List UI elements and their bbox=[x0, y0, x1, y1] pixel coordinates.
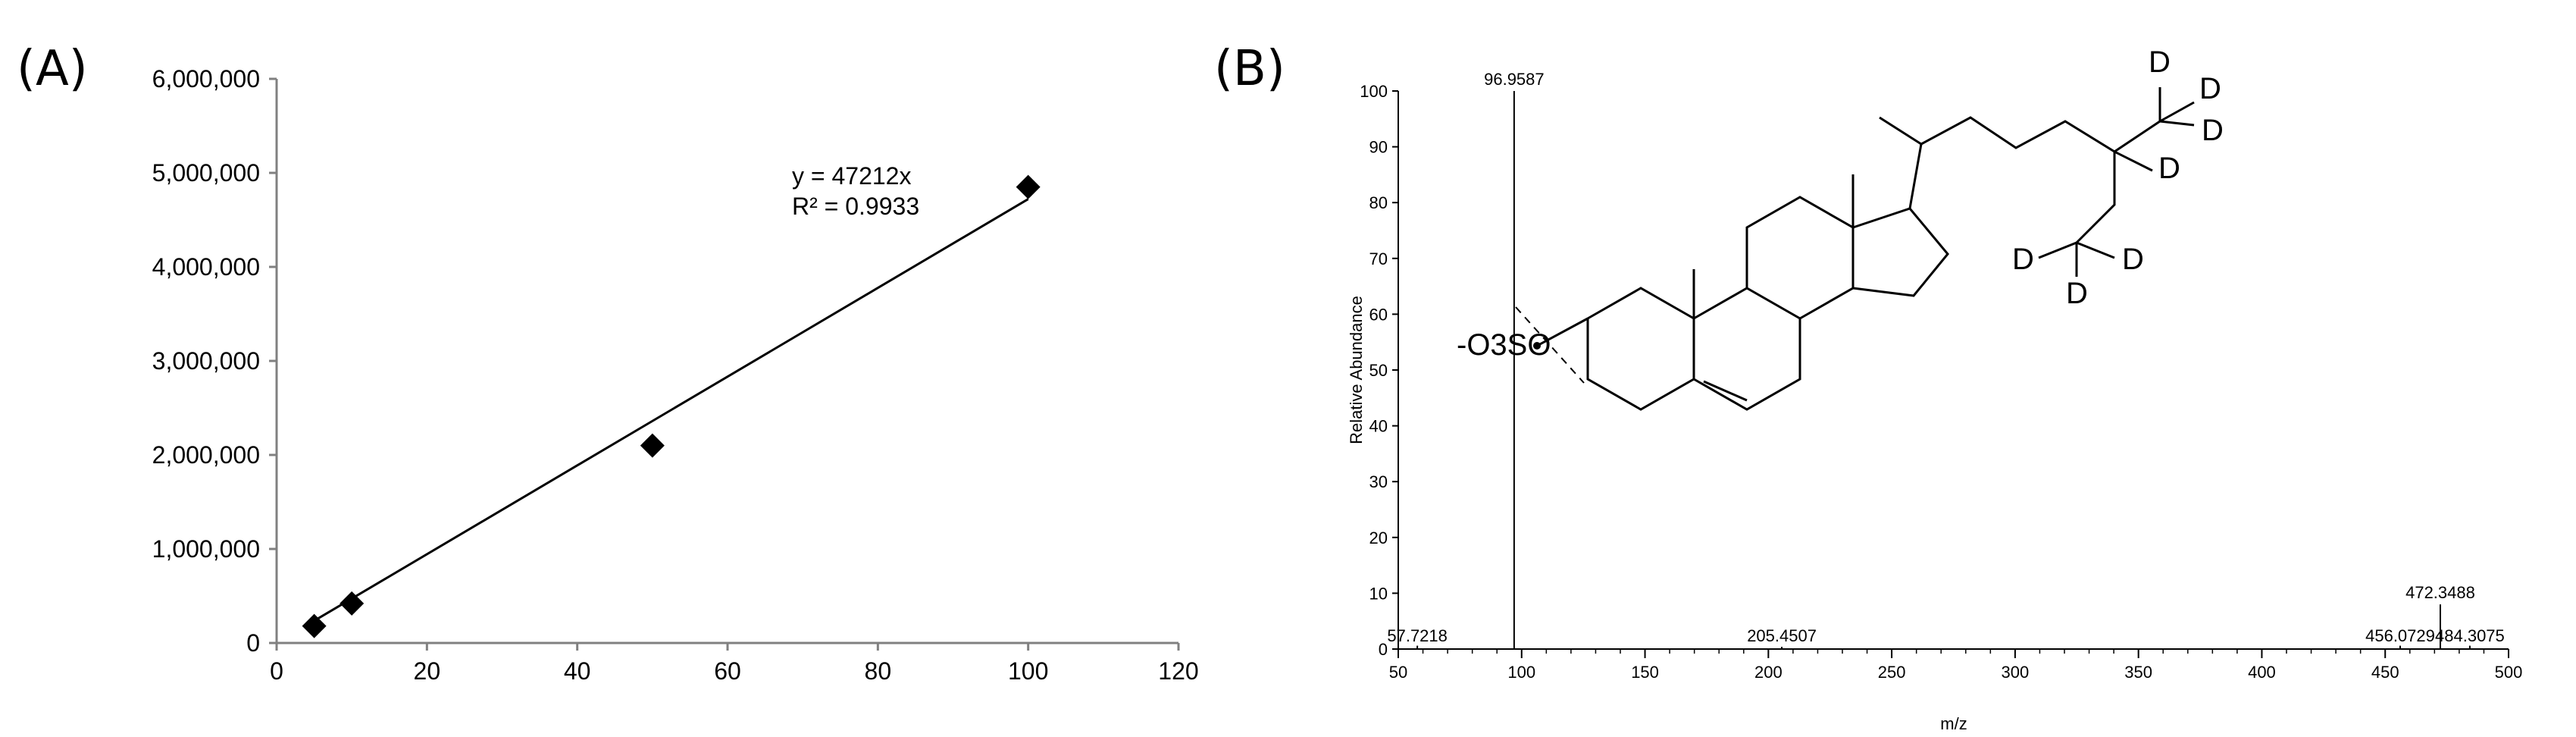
data-point bbox=[340, 591, 365, 616]
peak-label: 57.7218 bbox=[1387, 626, 1448, 645]
x-tick-label: 450 bbox=[2371, 663, 2399, 682]
x-tick-label: 100 bbox=[1507, 663, 1535, 682]
x-tick-label: 250 bbox=[1878, 663, 1906, 682]
calibration-chart: 0 20 40 60 80 100 120 0 1,000,000 2,000,000 3,000… bbox=[152, 65, 1199, 685]
x-axis-title-b: m/z bbox=[1940, 714, 1967, 733]
x-tick-label: 120 bbox=[1158, 657, 1198, 685]
peak-label: 472.3488 bbox=[2405, 583, 2475, 602]
trend-equation: y = 47212x bbox=[792, 162, 911, 190]
x-tick-label: 0 bbox=[270, 657, 283, 685]
x-tick-label: 300 bbox=[2002, 663, 2030, 682]
trendline bbox=[313, 198, 1029, 623]
y-tick-label: 70 bbox=[1369, 249, 1388, 268]
y-tick-label: 2,000,000 bbox=[152, 441, 260, 469]
y-axis-title-b: Relative Abundance bbox=[1347, 296, 1366, 444]
molecule-structure bbox=[1515, 87, 2195, 411]
y-tick-label: 5,000,000 bbox=[152, 159, 260, 187]
y-tick-label: 30 bbox=[1369, 472, 1388, 491]
mass-spectrum: 50 100 150 200 250 300 350 400 450 500 0 10 20 30 40 5… bbox=[1347, 45, 2522, 733]
peak-label: 96.9587 bbox=[1484, 70, 1545, 89]
x-tick-label: 400 bbox=[2248, 663, 2276, 682]
deuterium-label: D bbox=[2199, 72, 2221, 105]
deuterium-label: D bbox=[2149, 45, 2171, 79]
deuterium-label: D bbox=[2122, 243, 2144, 276]
y-tick-label: 10 bbox=[1369, 584, 1388, 603]
x-tick-label: 100 bbox=[1008, 657, 1048, 685]
x-tick-label: 20 bbox=[414, 657, 441, 685]
x-tick-label: 50 bbox=[1389, 663, 1407, 682]
y-tick-label: 40 bbox=[1369, 417, 1388, 436]
deuterium-label: D bbox=[2012, 243, 2034, 276]
panel-label-a: (A) bbox=[17, 41, 88, 97]
data-point bbox=[302, 613, 327, 638]
y-tick-label: 60 bbox=[1369, 305, 1388, 324]
x-tick-label: 40 bbox=[564, 657, 591, 685]
y-tick-label: 50 bbox=[1369, 361, 1388, 380]
peak-label: 456.0729 bbox=[2365, 626, 2435, 645]
r-squared: R² = 0.9933 bbox=[792, 193, 919, 220]
x-tick-label: 80 bbox=[865, 657, 892, 685]
data-point bbox=[1016, 174, 1041, 199]
deuterium-label: D bbox=[2202, 114, 2224, 147]
x-tick-label: 150 bbox=[1631, 663, 1659, 682]
deuterium-label: D bbox=[2158, 152, 2180, 185]
y-tick-label: 20 bbox=[1369, 528, 1388, 547]
data-point bbox=[640, 433, 665, 458]
panel-label-b: (B) bbox=[1214, 41, 1285, 97]
x-tick-label: 500 bbox=[2495, 663, 2523, 682]
sulfate-ion-label: -O3SO bbox=[1457, 328, 1551, 362]
y-tick-label: 80 bbox=[1369, 193, 1388, 212]
y-tick-label: 0 bbox=[246, 629, 260, 657]
y-tick-label: 0 bbox=[1379, 640, 1388, 659]
x-tick-label: 60 bbox=[714, 657, 741, 685]
deuterium-label: D bbox=[2066, 277, 2088, 310]
y-tick-label: 4,000,000 bbox=[152, 253, 260, 281]
x-tick-label: 350 bbox=[2124, 663, 2152, 682]
peak-label: 484.3075 bbox=[2435, 626, 2505, 645]
peak-label: 205.4507 bbox=[1747, 626, 1817, 645]
y-tick-label: 6,000,000 bbox=[152, 65, 260, 93]
y-tick-label: 3,000,000 bbox=[152, 347, 260, 375]
oxygen-dot bbox=[1533, 342, 1541, 350]
x-tick-label: 200 bbox=[1754, 663, 1783, 682]
y-tick-label: 1,000,000 bbox=[152, 535, 260, 563]
y-tick-label: 100 bbox=[1360, 82, 1388, 101]
y-tick-label: 90 bbox=[1369, 138, 1388, 157]
